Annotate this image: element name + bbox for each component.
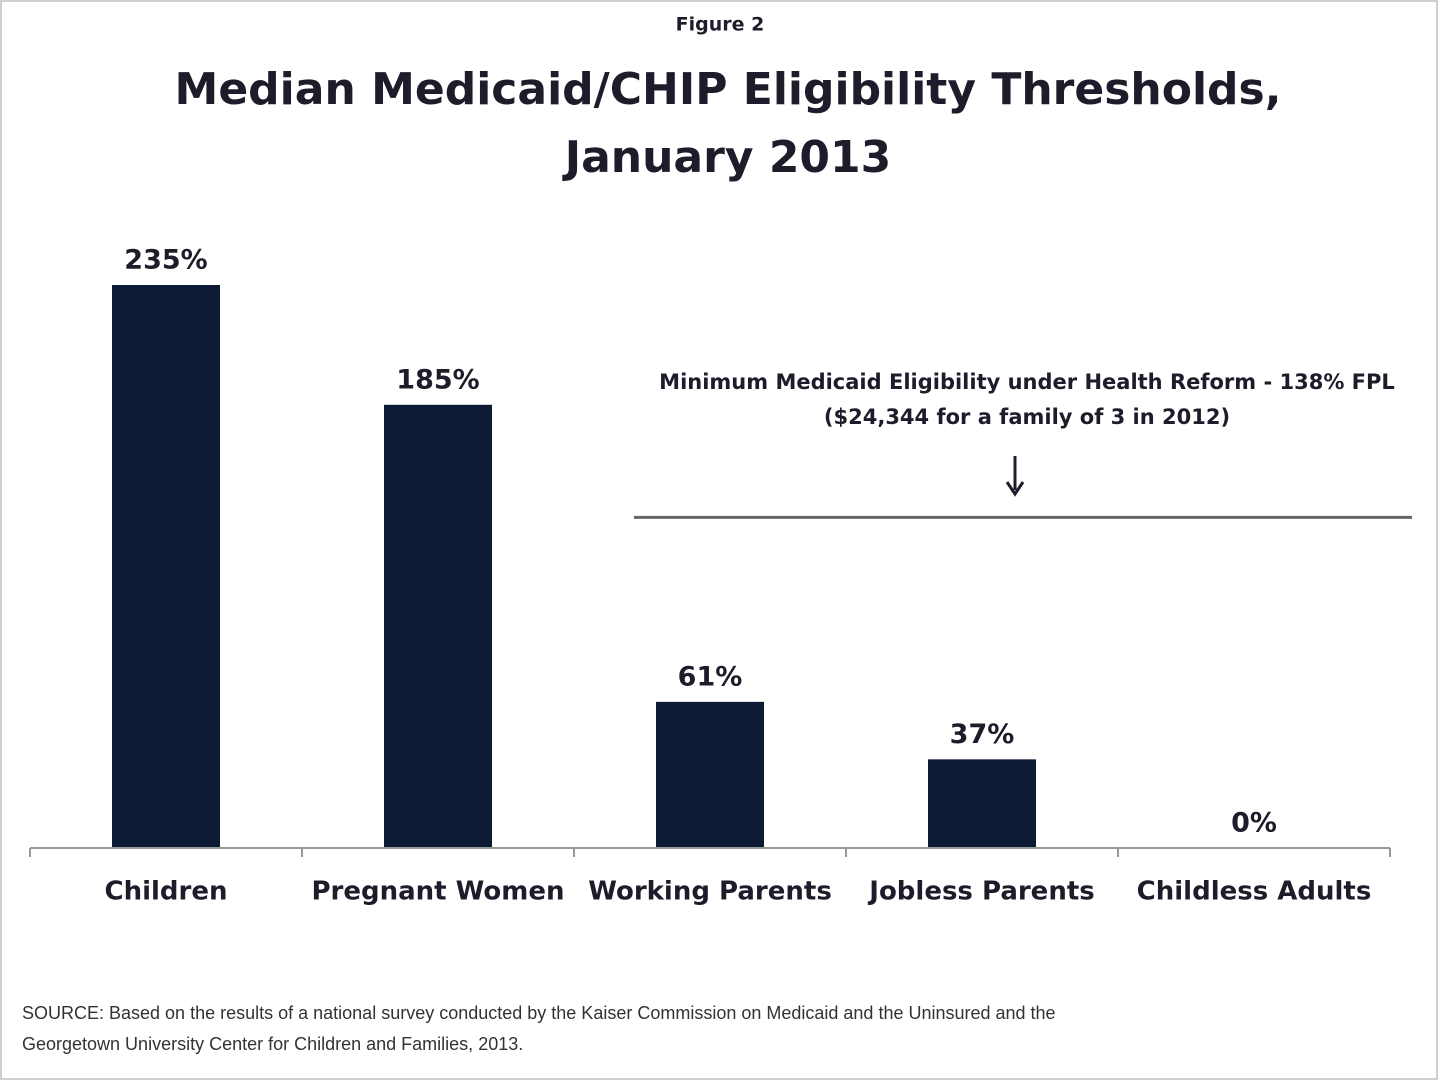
arrow-head xyxy=(1005,481,1025,497)
source-line: SOURCE: Based on the results of a nation… xyxy=(22,1003,1056,1023)
bar xyxy=(112,285,220,848)
source-note: SOURCE: Based on the results of a nation… xyxy=(22,998,1056,1060)
annotation: Minimum Medicaid Eligibility under Healt… xyxy=(659,370,1395,394)
value-label: 185% xyxy=(396,364,479,395)
x-tick-label: Jobless Parents xyxy=(867,877,1094,907)
annotation: ($24,344 for a family of 3 in 2012) xyxy=(824,405,1230,429)
value-label: 0% xyxy=(1231,808,1277,839)
chart-title: Median Medicaid/CHIP Eligibility Thresho… xyxy=(175,64,1282,115)
value-label: 37% xyxy=(950,719,1015,750)
x-tick-label: Pregnant Women xyxy=(311,877,564,907)
x-tick-label: Children xyxy=(105,877,228,907)
chart-title: January 2013 xyxy=(562,132,892,183)
x-tick-label: Working Parents xyxy=(588,877,832,907)
bar xyxy=(656,701,764,848)
source-line: Georgetown University Center for Childre… xyxy=(22,1034,524,1054)
value-label: 61% xyxy=(678,661,743,692)
bar xyxy=(928,759,1036,848)
x-tick-label: Childless Adults xyxy=(1137,877,1372,907)
figure-label: Figure 2 xyxy=(676,14,765,36)
value-label: 235% xyxy=(124,245,207,276)
bar xyxy=(384,404,492,848)
